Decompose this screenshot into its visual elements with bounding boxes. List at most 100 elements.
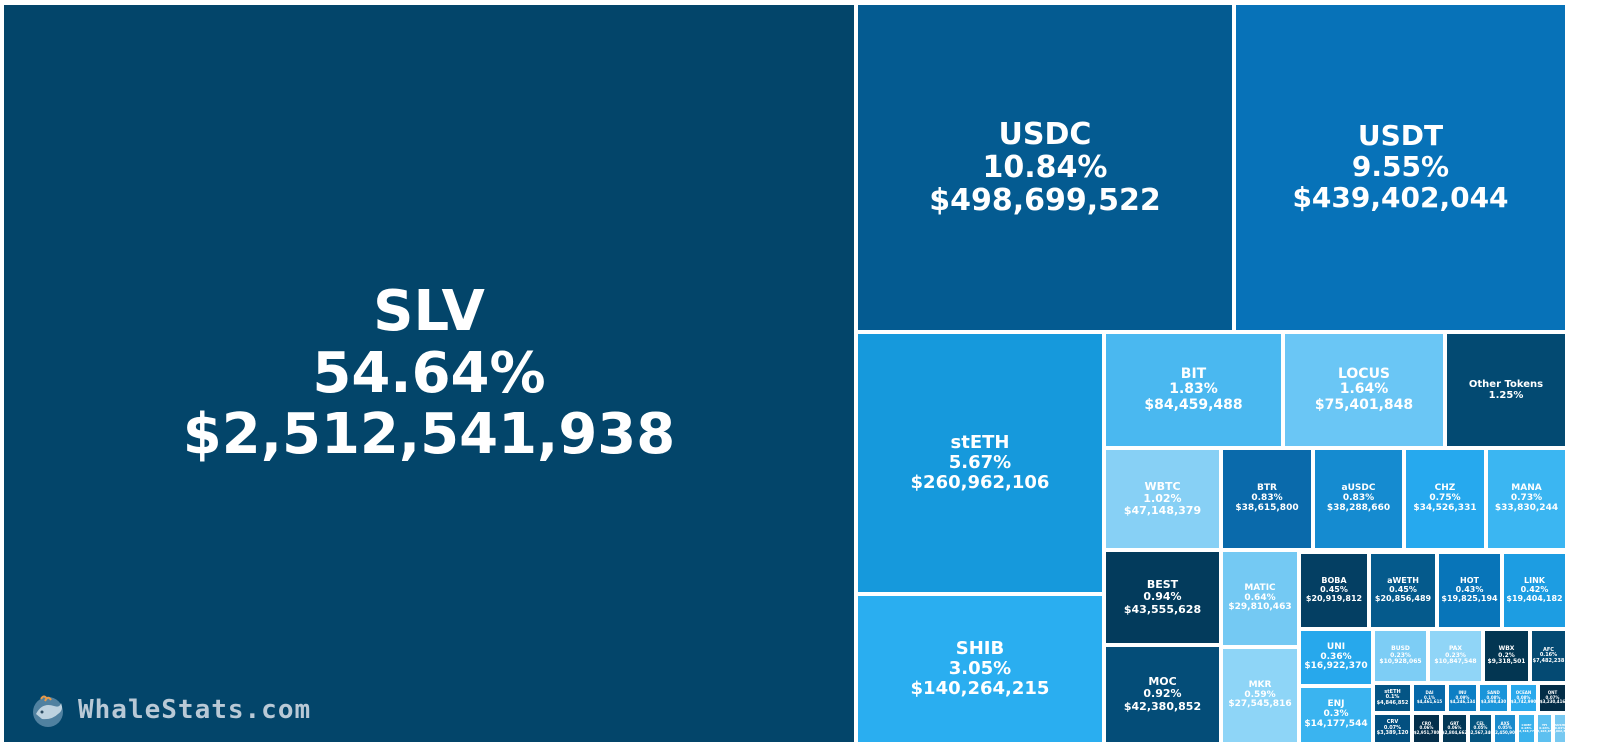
- cell-name: UNI: [1326, 641, 1346, 652]
- cell-name: WBTC: [1144, 479, 1181, 493]
- cell-name: BUSD: [1391, 645, 1410, 653]
- treemap-cell-shib-4[interactable]: SHIB 3.05% $140,264,215: [857, 595, 1103, 743]
- treemap-cell-mana-12[interactable]: MANA 0.73% $33,830,244: [1487, 449, 1566, 549]
- cell-value: $498,699,522: [929, 183, 1161, 218]
- cell-percent: 0.08%: [1486, 694, 1501, 700]
- treemap-cell-boba-17[interactable]: BOBA 0.45% $20,919,812: [1300, 553, 1368, 628]
- treemap-cell-btr-9[interactable]: BTR 0.83% $38,615,800: [1222, 449, 1312, 549]
- cell-name: AXS: [1500, 720, 1510, 726]
- cell-name: LOCUS: [1337, 365, 1391, 382]
- cell-name: MATIC: [1244, 582, 1276, 593]
- cell-name: MKR: [1248, 679, 1272, 690]
- cell-value: $38,288,660: [1326, 502, 1391, 513]
- cell-percent: 0.59%: [1244, 689, 1276, 700]
- treemap-cell-steth-27[interactable]: stETH 0.1% $4,846,852: [1374, 684, 1411, 712]
- treemap-cell-crv-32[interactable]: CRV 0.07% $3,389,120: [1374, 714, 1411, 743]
- cell-value: $34,526,331: [1413, 502, 1477, 513]
- cell-name: BIT: [1180, 365, 1207, 382]
- treemap-cell-busd-23[interactable]: BUSD 0.23% $10,928,065: [1374, 630, 1427, 682]
- treemap-cell-dai-28[interactable]: DAI 0.1% $4,461,615: [1413, 684, 1446, 712]
- treemap-cell-matic-15[interactable]: MATIC 0.64% $29,810,463: [1222, 551, 1298, 646]
- treemap-cell-ocean-31[interactable]: OCEAN 0.08% $3,742,990: [1510, 684, 1537, 712]
- treemap-cell-wbx-25[interactable]: WBX 0.2% $9,318,501: [1484, 630, 1529, 682]
- treemap-cell-uni-21[interactable]: UNI 0.36% $16,922,370: [1300, 630, 1372, 685]
- treemap-cell-usdt-2[interactable]: USDT 9.55% $439,402,044: [1235, 4, 1566, 331]
- cell-value: $2,951,780: [1413, 729, 1440, 735]
- cell-percent: 0.04%: [1554, 725, 1566, 730]
- treemap-cell-hot-19[interactable]: HOT 0.43% $19,825,194: [1438, 553, 1501, 628]
- cell-name: COMP: [1521, 722, 1532, 727]
- cell-name: HOT: [1460, 576, 1479, 586]
- cell-name: LINK: [1524, 576, 1545, 586]
- cell-percent: 0.04%: [1539, 725, 1550, 730]
- cell-name: CHZ: [1434, 483, 1456, 494]
- cell-name: USDC: [998, 117, 1092, 152]
- treemap-cell-steth-3[interactable]: stETH 5.67% $260,962,106: [857, 333, 1103, 593]
- cell-value: $260,962,106: [910, 471, 1050, 493]
- cell-percent: 0.42%: [1520, 585, 1549, 595]
- cell-name: CEL: [1476, 720, 1485, 726]
- treemap-cell-cro-34[interactable]: CRO 0.06% $2,951,780: [1413, 714, 1440, 743]
- cell-name: aUSDC: [1341, 483, 1376, 494]
- treemap-cell-cel-36[interactable]: CEL 0.05% $2,567,340: [1469, 714, 1492, 743]
- treemap-cell-ausdc-10[interactable]: aUSDC 0.83% $38,288,660: [1314, 449, 1403, 549]
- cell-name: GRT: [1450, 720, 1459, 726]
- cell-value: $38,615,800: [1235, 502, 1299, 513]
- treemap-cell-link-20[interactable]: LINK 0.42% $19,404,182: [1503, 553, 1566, 628]
- cell-percent: 0.05%: [1521, 725, 1532, 730]
- cell-name: AFC: [1543, 646, 1554, 653]
- cell-name: WBX: [1498, 645, 1515, 653]
- cell-name: stETH: [1384, 688, 1401, 695]
- cell-percent: 0.3%: [1323, 709, 1349, 720]
- cell-name: PAX: [1448, 645, 1463, 653]
- treemap-cell-locus-6[interactable]: LOCUS 1.64% $75,401,848: [1284, 333, 1444, 447]
- cell-percent: 0.07%: [1383, 724, 1402, 731]
- treemap-cell-chz-11[interactable]: CHZ 0.75% $34,526,331: [1405, 449, 1485, 549]
- cell-value: $42,380,852: [1123, 699, 1202, 713]
- treemap-cell-qnt-33[interactable]: QNT 0.07% $3,230,416: [1539, 684, 1566, 712]
- cell-value: $19,825,194: [1441, 593, 1498, 603]
- whale-logo-icon: [33, 695, 63, 727]
- cell-percent: 1.83%: [1169, 381, 1218, 398]
- treemap-cell-enj-22[interactable]: ENJ 0.3% $14,177,544: [1300, 687, 1372, 743]
- treemap-cell-sand-30[interactable]: SAND 0.08% $3,898,430: [1479, 684, 1508, 712]
- cell-percent: 0.08%: [1516, 694, 1531, 700]
- cell-percent: 0.45%: [1320, 585, 1348, 595]
- treemap-cell-other-tokens-7[interactable]: Other Tokens 1.25%: [1446, 333, 1566, 447]
- cell-value: $3,898,430: [1480, 699, 1507, 705]
- cell-percent: 0.1%: [1423, 694, 1436, 700]
- treemap-cell-grt-35[interactable]: GRT 0.06% $2,804,662: [1442, 714, 1467, 743]
- cell-percent: 0.92%: [1143, 687, 1182, 701]
- cell-percent: 1.64%: [1339, 381, 1389, 398]
- treemap-cell-best-13[interactable]: BEST 0.94% $43,555,628: [1105, 551, 1220, 644]
- cell-percent: 5.67%: [948, 452, 1012, 474]
- treemap-cell-slv-0[interactable]: SLV 54.64% $2,512,541,938: [3, 4, 855, 743]
- cell-value: $2,804,662: [1442, 729, 1467, 735]
- treemap-cell-afc-26[interactable]: AFC 0.16% $7,482,238: [1531, 630, 1566, 682]
- cell-value: $47,148,379: [1123, 504, 1202, 518]
- cell-percent: 0.16%: [1539, 652, 1558, 659]
- treemap-cell-inu-29[interactable]: INU 0.09% $4,246,134: [1448, 684, 1477, 712]
- cell-percent: 0.94%: [1143, 590, 1182, 604]
- cell-percent: 0.09%: [1455, 694, 1470, 700]
- cell-value: $84,459,488: [1144, 396, 1243, 413]
- treemap-cell-pax-24[interactable]: PAX 0.23% $10,847,548: [1429, 630, 1482, 682]
- cell-value: $3,230,416: [1539, 699, 1566, 705]
- cell-value: $439,402,044: [1292, 180, 1509, 214]
- treemap-cell-aweth-18[interactable]: aWETH 0.45% $20,856,489: [1370, 553, 1436, 628]
- cell-name: SLV: [373, 279, 485, 345]
- treemap-cell-wbtc-8[interactable]: WBTC 1.02% $47,148,379: [1105, 449, 1220, 549]
- treemap-cell-moc-14[interactable]: MOC 0.92% $42,380,852: [1105, 646, 1220, 743]
- cell-name: SUSHI: [1554, 722, 1566, 727]
- cell-percent: 0.06%: [1419, 725, 1434, 731]
- treemap-cell-bit-5[interactable]: BIT 1.83% $84,459,488: [1105, 333, 1282, 447]
- cell-value: $75,401,848: [1314, 396, 1414, 413]
- watermark: WhaleStats.com: [28, 690, 311, 730]
- treemap-cell-mkr-16[interactable]: MKR 0.59% $27,545,816: [1222, 648, 1298, 743]
- treemap-cell-usdc-1[interactable]: USDC 10.84% $498,699,522: [857, 4, 1233, 331]
- cell-value: $20,856,489: [1374, 593, 1432, 603]
